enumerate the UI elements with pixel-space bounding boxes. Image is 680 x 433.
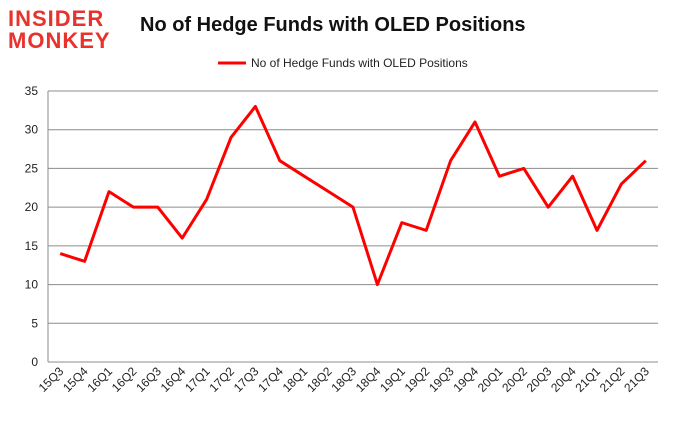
x-tick-label: 19Q4 (450, 364, 481, 395)
x-tick-label: 20Q1 (475, 364, 506, 395)
x-tick-label: 19Q1 (377, 364, 408, 395)
x-tick-label: 18Q1 (280, 364, 311, 395)
series-line (59, 104, 647, 287)
x-tick-label: 17Q1 (182, 364, 213, 395)
x-tick-label: 17Q4 (255, 364, 286, 395)
y-tick-label: 25 (25, 161, 39, 175)
logo-line1: INSIDER (8, 6, 105, 31)
y-tick-label: 15 (25, 239, 39, 253)
chart-title: No of Hedge Funds with OLED Positions (140, 14, 526, 36)
y-tick-label: 0 (31, 355, 38, 369)
y-tick-label: 30 (25, 123, 39, 137)
x-tick-label: 16Q1 (84, 364, 115, 395)
x-tick-label: 15Q3 (36, 364, 67, 395)
x-tick-label: 19Q2 (402, 364, 433, 395)
y-tick-label: 20 (25, 200, 39, 214)
legend-label: No of Hedge Funds with OLED Positions (251, 56, 468, 70)
x-tick-label: 15Q4 (60, 364, 91, 395)
x-tick-label: 21Q1 (572, 364, 603, 395)
x-tick-label: 19Q3 (426, 364, 457, 395)
x-tick-label: 18Q4 (353, 364, 384, 395)
x-tick-label: 17Q2 (206, 364, 237, 395)
x-tick-label: 20Q2 (499, 364, 530, 395)
x-tick-label: 17Q3 (231, 364, 262, 395)
y-tick-label: 10 (25, 278, 39, 292)
y-tick-label: 35 (25, 84, 39, 98)
x-tick-label: 16Q2 (109, 364, 140, 395)
x-tick-label: 16Q4 (158, 364, 189, 395)
x-tick-label: 16Q3 (133, 364, 164, 395)
y-tick-label: 5 (31, 316, 38, 330)
x-tick-label: 21Q2 (597, 364, 628, 395)
x-tick-label: 18Q3 (328, 364, 359, 395)
x-tick-label: 18Q2 (304, 364, 335, 395)
x-tick-label: 21Q3 (621, 364, 652, 395)
insider-monkey-logo: INSIDER MONKEY (8, 8, 111, 52)
logo-line2: MONKEY (8, 28, 111, 53)
x-tick-label: 20Q4 (548, 364, 579, 395)
x-tick-label: 20Q3 (524, 364, 555, 395)
